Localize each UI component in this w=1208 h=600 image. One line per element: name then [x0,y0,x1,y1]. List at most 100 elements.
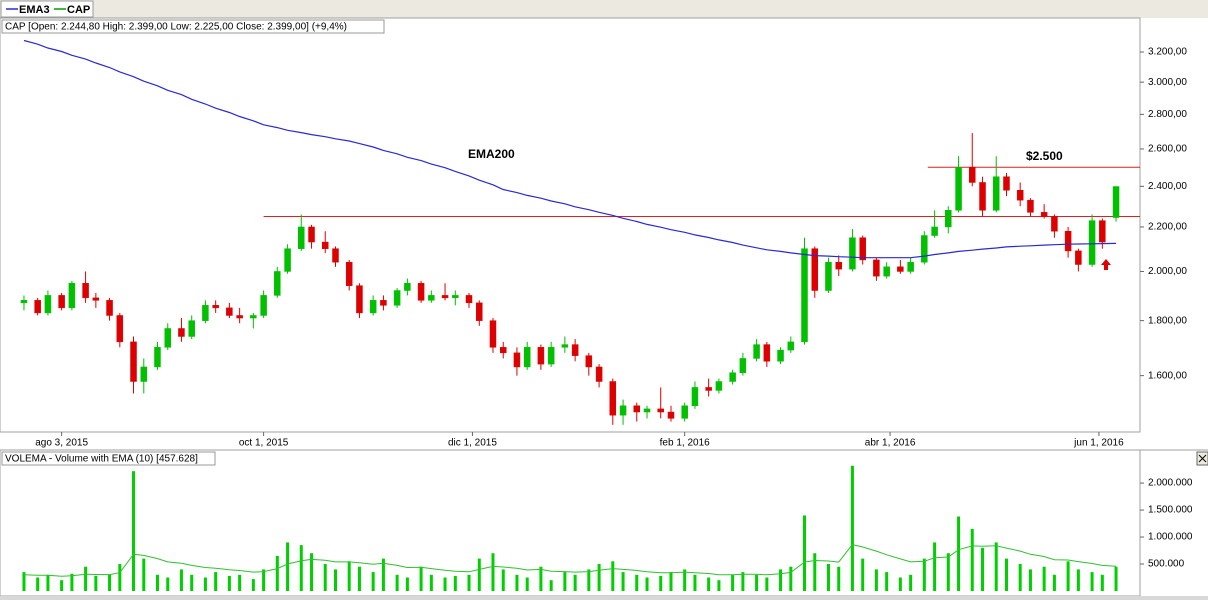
volume-bar [693,574,697,591]
volume-bar [970,528,974,591]
volume-title: VOLEMA - Volume with EMA (10) [457.628] [5,454,198,465]
candle-body [489,320,497,348]
candle-body [955,167,962,211]
candle-body [643,408,651,413]
close-icon[interactable] [1198,454,1207,463]
close-button[interactable] [1196,451,1208,466]
candle-body [849,237,856,270]
volume-bar [898,577,902,591]
volume-bar [874,569,878,591]
volume-bar [347,561,351,591]
volume-bar [981,547,985,591]
volume-bar [275,555,279,591]
candle-body [811,248,819,291]
volume-bar [405,577,409,591]
volume-bar [789,566,793,591]
candle-body [452,295,459,299]
volume-bar [22,572,26,591]
candle-body [226,307,233,316]
volume-bar [659,575,663,591]
candle-body [561,344,569,348]
volume-bar [395,574,399,591]
candle-body [945,210,952,228]
candle-body [1051,216,1058,232]
y-tick-label: 1.600,00 [1148,370,1187,381]
y-tick-label: 1.500.000 [1148,505,1193,516]
volume-bar [525,577,529,591]
candle-body [499,347,507,354]
candle-body [585,355,593,368]
candle-body [571,344,579,356]
x-tick-label: abr 1, 2016 [865,438,916,449]
candle-body [969,167,976,183]
volume-bar [453,575,457,591]
candle-body [513,352,521,368]
volume-bar [885,572,889,591]
candle-body [417,283,425,301]
volume-bar [765,577,769,591]
candle-body [393,290,401,306]
volume-bar [477,558,481,591]
volume-bar [549,580,553,591]
candle-body [20,300,28,304]
volume-bar [1114,566,1118,591]
info-text: CAP [Open: 2.244,80 High: 2.399,00 Low: … [5,22,347,33]
volume-bar [155,574,159,591]
candle-body [1075,250,1082,265]
candle-body [777,349,784,362]
volume-bar [467,574,471,591]
candle-body [1064,230,1072,252]
candle-body [763,344,771,362]
volume-bar [381,558,385,591]
volume-plot [0,449,1141,597]
candle-body [931,226,938,236]
y-tick-label: 2.600,00 [1148,144,1187,155]
candle-body [178,328,185,337]
x-tick-label: oct 1, 2015 [239,438,289,449]
volume-title-box [1,451,216,466]
candle-body [380,300,387,306]
volume-bar [501,569,505,591]
volume-bar [611,561,615,591]
y-tick-label: 3.200,00 [1148,47,1187,58]
y-tick-label: 1.800,00 [1148,315,1187,326]
candle-body [691,387,699,407]
volume-bar [645,577,649,591]
candle-body [619,405,627,416]
volume-bar [957,516,961,591]
candle-body [82,283,89,299]
candle-body [298,226,305,249]
candle-body [116,315,124,343]
volume-bar [1076,569,1080,591]
volume-bar [323,564,327,591]
volume-bar [166,577,170,591]
y-tick-label: 2.000.000 [1148,478,1193,489]
date-strip [0,433,1208,450]
candle-body [236,315,243,319]
volume-bar [1004,558,1008,591]
candle-body [332,248,339,263]
volume-bar [429,574,433,591]
legend-label: CAP [67,4,90,16]
volume-bar [850,465,854,591]
candle-body [921,235,928,263]
price-plot [0,17,1141,433]
candle-body [715,381,723,391]
volume-bar [84,566,88,591]
bottom-border [0,596,1208,600]
volume-bar [994,542,998,591]
volume-bar [262,569,266,591]
volume-bar [60,580,64,591]
volume-bar [826,564,830,591]
candle-body [705,387,712,391]
candle-body [657,408,664,413]
volume-bar [419,566,423,591]
volume-bar [683,569,687,591]
volume-bar [741,572,745,591]
candle-body [476,302,483,321]
candle-body [537,347,545,365]
volume-bar [142,558,146,591]
volume-bar [837,566,841,591]
volume-bar [299,545,303,591]
